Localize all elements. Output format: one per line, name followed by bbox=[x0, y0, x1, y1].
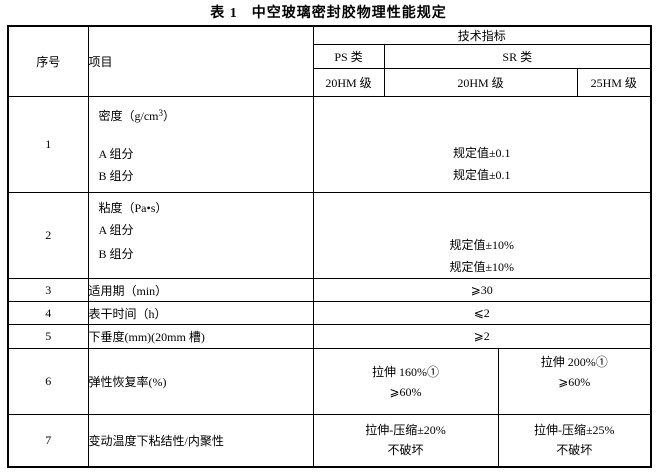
row1-item-title-post: ） bbox=[163, 109, 176, 123]
row6-item-elastic-recovery: 弹性恢复率(%) bbox=[87, 348, 314, 415]
header-sr-grade-20hm: 20HM 级 bbox=[383, 68, 578, 97]
row6-value-left: 拉伸 160%① ⩾60% bbox=[312, 348, 499, 415]
row1-item-title-sup: 3 bbox=[158, 108, 164, 118]
row1-component-a: A 组分 bbox=[98, 147, 134, 161]
row2-values: 规定值±10% 规定值±10% bbox=[312, 192, 652, 279]
row1-serial: 1 bbox=[7, 96, 89, 193]
table-title: 表 1 中空玻璃密封胶物理性能规定 bbox=[7, 4, 650, 24]
header-sr-type: SR 类 bbox=[383, 44, 652, 69]
row6-value-left-line1: 拉伸 160%① bbox=[372, 364, 439, 379]
header-ps-grade-20hm: 20HM 级 bbox=[312, 68, 385, 97]
row4-value: ⩽2 bbox=[312, 301, 652, 325]
table-row-adhesion-cohesion: 7 变动温度下粘结性/内聚性 拉伸-压缩±20% 不破坏 拉伸-压缩±25% 不… bbox=[7, 414, 652, 467]
header-ps-type: PS 类 bbox=[312, 44, 385, 69]
table-row-pot-life: 3 适用期（min） ⩾30 bbox=[7, 278, 652, 302]
table-row-density: 1 密度（g/cm3） A 组分 B 组分 规定值±0.1 规定值±0.1 bbox=[7, 96, 652, 193]
row7-item-adhesion-cohesion: 变动温度下粘结性/内聚性 bbox=[87, 414, 314, 467]
table-row-tack-free-time: 4 表干时间（h） ⩽2 bbox=[7, 301, 652, 325]
header-item: 项目 bbox=[87, 25, 314, 97]
row3-value: ⩾30 bbox=[312, 278, 652, 302]
row2-component-a: A 组分 bbox=[98, 223, 134, 237]
table-title-text: 中空玻璃密封胶物理性能规定 bbox=[251, 6, 447, 21]
row7-value-right-line1: 拉伸-压缩±25% bbox=[533, 423, 615, 438]
row3-item-pot-life: 适用期（min） bbox=[87, 278, 314, 302]
row5-item-sag: 下垂度(mm)(20mm 槽) bbox=[87, 324, 314, 349]
row1-values: 规定值±0.1 规定值±0.1 bbox=[312, 96, 652, 193]
row2-item-title: 粘度（Pa•s） bbox=[98, 201, 168, 215]
row1-item-density: 密度（g/cm3） A 组分 B 组分 bbox=[87, 96, 314, 193]
sealant-properties-table: 序号 项目 技术指标 PS 类 SR 类 20HM 级 20HM 级 25HM … bbox=[7, 25, 653, 468]
row7-value-right-line2: 不破坏 bbox=[556, 443, 593, 458]
row6-value-left-line2: ⩾60% bbox=[389, 384, 422, 399]
row6-value-right-line1: 拉伸 200%① bbox=[540, 355, 608, 369]
row1-item-title: 密度（g/cm3） bbox=[99, 107, 313, 125]
row4-item-tack-free-time: 表干时间（h） bbox=[87, 301, 314, 325]
row6-value-right: 拉伸 200%① ⩾60% bbox=[497, 348, 652, 415]
table-row-elastic-recovery: 6 弹性恢复率(%) 拉伸 160%① ⩾60% 拉伸 200%① ⩾60% bbox=[7, 348, 652, 415]
header-sr-grade-25hm: 25HM 级 bbox=[576, 68, 652, 97]
table-number: 表 1 bbox=[210, 6, 238, 21]
row2-value-b: 规定值±10% bbox=[449, 260, 515, 274]
header-serial: 序号 bbox=[7, 25, 89, 97]
row1-value-b: 规定值±0.1 bbox=[452, 168, 511, 182]
row5-value: ⩾2 bbox=[312, 324, 652, 349]
header-tech-indicators: 技术指标 bbox=[312, 25, 652, 45]
row2-item-viscosity: 粘度（Pa•s） A 组分 B 组分 bbox=[87, 192, 314, 279]
row3-serial: 3 bbox=[7, 278, 89, 302]
header-row-2: PS 类 SR 类 bbox=[8, 44, 652, 69]
row6-value-right-line2: ⩾60% bbox=[558, 375, 591, 389]
row5-serial: 5 bbox=[7, 324, 89, 349]
row1-component-b: B 组分 bbox=[98, 169, 134, 183]
header-row-1: 序号 项目 技术指标 bbox=[7, 25, 652, 97]
row1-value-a: 规定值±0.1 bbox=[452, 146, 511, 160]
row7-value-left: 拉伸-压缩±20% 不破坏 bbox=[312, 414, 499, 467]
row7-serial: 7 bbox=[7, 414, 89, 467]
row7-value-right: 拉伸-压缩±25% 不破坏 bbox=[497, 414, 652, 467]
row1-item-title-pre: 密度（g/cm bbox=[98, 109, 159, 123]
row2-component-b: B 组分 bbox=[98, 247, 134, 261]
table-row-viscosity: 2 粘度（Pa•s） A 组分 B 组分 规定值±10% 规定值±10% bbox=[7, 192, 652, 279]
row2-value-a: 规定值±10% bbox=[449, 238, 515, 252]
table-row-sag: 5 下垂度(mm)(20mm 槽) ⩾2 bbox=[7, 324, 652, 349]
row6-serial: 6 bbox=[7, 348, 89, 415]
row7-value-left-line1: 拉伸-压缩±20% bbox=[365, 423, 446, 438]
row4-serial: 4 bbox=[7, 301, 89, 325]
header-row-3: 20HM 级 20HM 级 25HM 级 bbox=[8, 68, 652, 97]
row7-value-left-line2: 不破坏 bbox=[387, 443, 424, 458]
row2-serial: 2 bbox=[7, 192, 89, 279]
